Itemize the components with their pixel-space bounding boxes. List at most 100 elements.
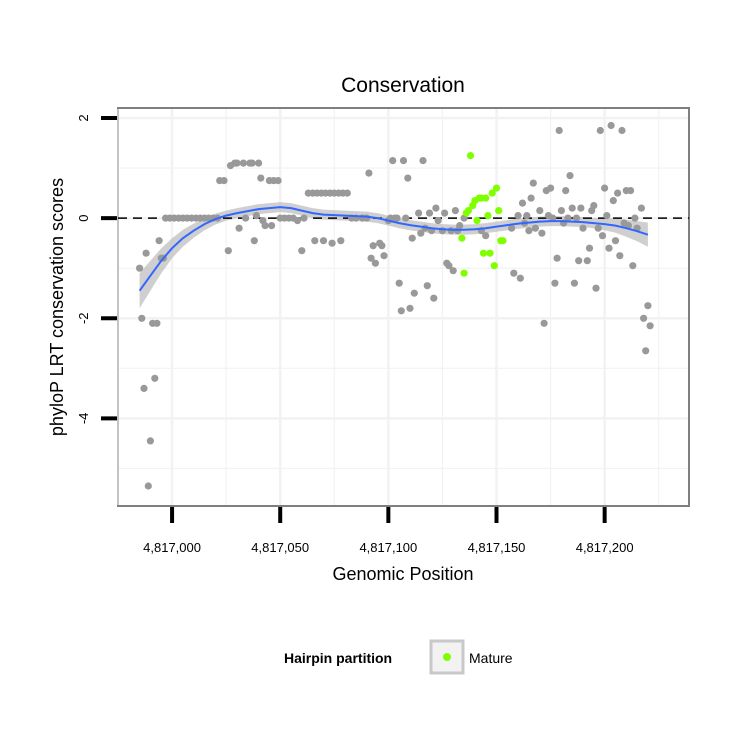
point-other (138, 314, 146, 322)
point-other (378, 242, 386, 250)
point-other (369, 242, 377, 250)
point-other (631, 214, 639, 222)
point-other (646, 322, 654, 330)
point-other (564, 214, 572, 222)
point-other (239, 159, 247, 167)
point-other (343, 189, 351, 197)
point-other (607, 121, 615, 130)
point-other (233, 159, 241, 167)
point-other (293, 217, 302, 225)
point-other (510, 269, 518, 277)
point-other (274, 177, 282, 185)
point-other (568, 204, 576, 212)
point-other (140, 384, 148, 392)
point-mature (495, 207, 503, 215)
point-other (328, 239, 336, 247)
point-other (583, 257, 591, 265)
point-other (570, 279, 579, 287)
point-other (592, 284, 600, 292)
point-other (577, 204, 585, 212)
point-other (551, 279, 559, 287)
point-other (514, 212, 522, 220)
legend-title: Hairpin partition (284, 650, 392, 666)
point-other (319, 237, 328, 245)
point-other (393, 214, 401, 222)
point-other (596, 126, 604, 135)
point-other (529, 179, 537, 187)
point-mature (460, 269, 468, 277)
point-other (594, 224, 602, 232)
point-other (337, 237, 345, 245)
point-other (618, 126, 626, 135)
point-other (144, 482, 152, 490)
point-other (311, 237, 319, 245)
point-other (627, 187, 635, 195)
point-mature (490, 262, 498, 270)
point-other (616, 252, 624, 260)
chart-title: Conservation (341, 74, 465, 97)
point-mature (492, 184, 501, 192)
point-other (590, 202, 598, 210)
x-tick-label: 4,817,150 (468, 540, 526, 555)
point-other (614, 189, 622, 197)
point-other (549, 214, 557, 222)
point-other (257, 174, 265, 182)
point-other (415, 209, 423, 217)
point-other (417, 229, 425, 237)
y-axis-title: phyloP LRT conservation scores (47, 178, 67, 436)
point-other (605, 244, 613, 252)
point-mature (466, 152, 475, 160)
point-other (432, 204, 440, 212)
point-other (523, 212, 531, 220)
point-other (402, 214, 410, 222)
point-other (220, 177, 228, 185)
point-other (408, 234, 416, 242)
point-other (555, 126, 563, 135)
legend: Hairpin partition Mature (284, 639, 513, 675)
confidence-band (139, 202, 648, 309)
point-other (642, 347, 650, 355)
smooth-confidence-band (139, 202, 648, 309)
point-other (575, 257, 583, 265)
point-other (404, 174, 412, 182)
point-mature (488, 189, 496, 197)
plot-panel (117, 107, 690, 507)
point-other (155, 237, 163, 245)
point-other (629, 262, 637, 270)
point-other (399, 157, 408, 165)
point-other (527, 194, 535, 202)
point-other (365, 169, 373, 177)
point-other (516, 274, 524, 282)
legend-key-mature (443, 653, 451, 661)
point-other (142, 249, 150, 257)
point-other (566, 172, 574, 180)
point-other (146, 437, 154, 445)
point-other (235, 224, 243, 232)
point-other (611, 237, 620, 245)
point-other (423, 282, 431, 290)
point-other (540, 319, 548, 327)
point-mature (473, 217, 481, 225)
point-other (250, 237, 258, 245)
loess-curve (138, 206, 649, 292)
point-other (637, 204, 646, 212)
point-other (298, 247, 306, 255)
point-other (151, 374, 159, 382)
smooth-line (138, 206, 649, 292)
point-other (601, 184, 609, 192)
point-other (268, 222, 276, 230)
x-tick-label: 4,817,200 (576, 540, 634, 555)
point-other (300, 214, 308, 222)
point-other (242, 214, 250, 222)
point-other (261, 222, 269, 230)
point-other (406, 304, 414, 312)
y-axis: 2 0 -2 -4 (76, 114, 117, 424)
point-other (419, 157, 427, 165)
x-tick-label: 4,817,050 (251, 540, 309, 555)
point-other (434, 217, 442, 225)
point-other (451, 207, 459, 215)
point-other (389, 157, 397, 165)
x-tick-label: 4,817,100 (359, 540, 417, 555)
point-other (557, 207, 566, 215)
grid-lines (117, 109, 688, 505)
